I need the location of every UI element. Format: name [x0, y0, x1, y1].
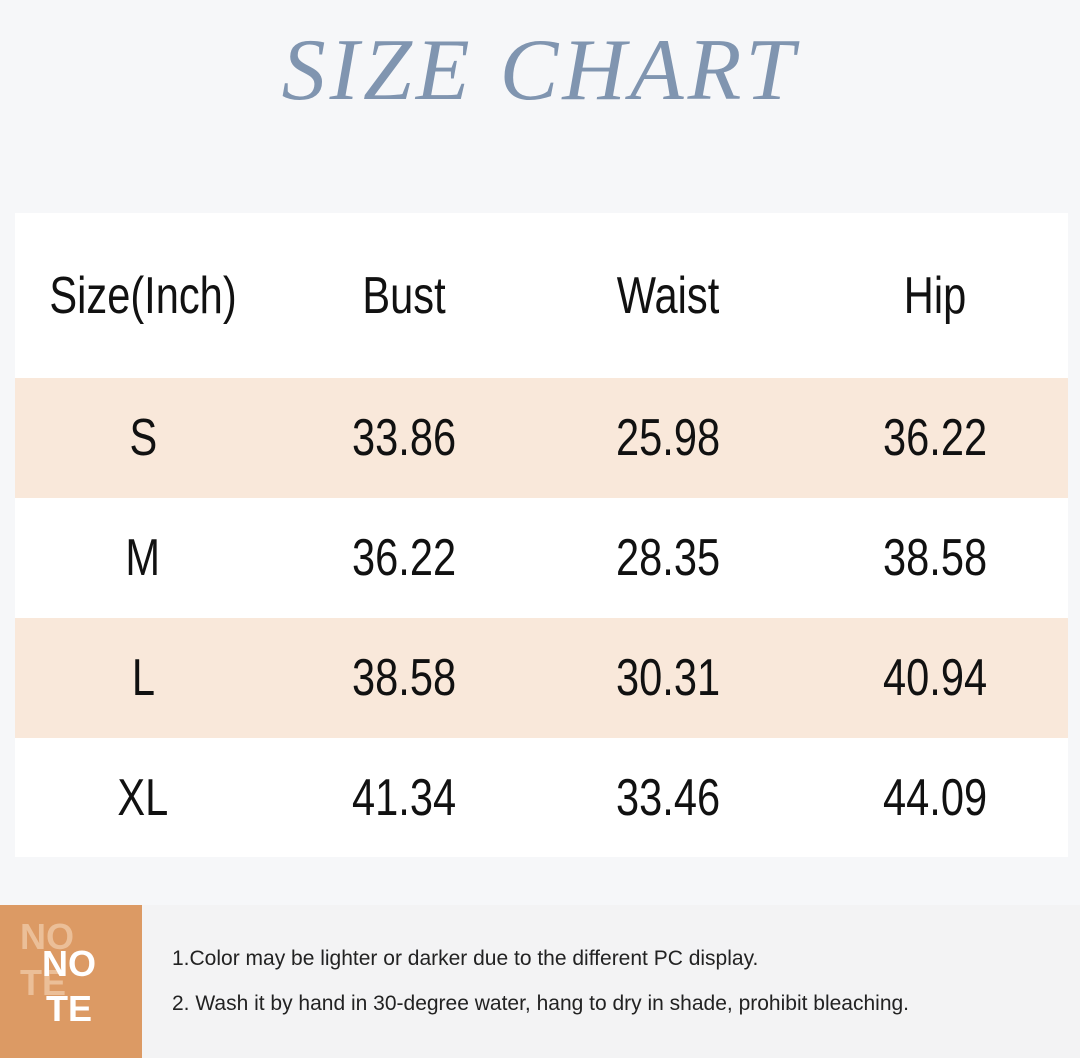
- cell-text: M: [125, 529, 161, 587]
- note-label-shadow: NO: [20, 916, 74, 957]
- cell-text: 38.58: [351, 649, 457, 707]
- table-cell: 33.46: [538, 738, 798, 858]
- cell-text: 36.22: [882, 409, 988, 467]
- table-cell: S: [13, 378, 273, 498]
- table-row: S 33.86 25.98 36.22: [15, 378, 1068, 498]
- table-cell: 30.31: [538, 618, 798, 738]
- cell-text: Waist: [616, 266, 720, 325]
- table-cell: 38.58: [805, 498, 1065, 618]
- cell-text: 33.46: [615, 769, 721, 827]
- cell-text: Bust: [362, 266, 446, 325]
- title: SIZE CHART: [281, 22, 799, 119]
- header-row: Size(Inch) Bust Waist Hip: [15, 213, 1068, 378]
- header-cell: Waist: [538, 213, 798, 378]
- cell-text: 30.31: [615, 649, 721, 707]
- table-cell: XL: [13, 738, 273, 858]
- table-cell: 28.35: [538, 498, 798, 618]
- cell-text: L: [131, 649, 155, 707]
- note-bar: [0, 905, 1080, 1058]
- cell-text: S: [129, 409, 157, 467]
- table-cell: 33.86: [274, 378, 534, 498]
- cell-text: 44.09: [882, 769, 988, 827]
- table-cell: M: [13, 498, 273, 618]
- table-cell: 41.34: [274, 738, 534, 858]
- header-cell: Bust: [274, 213, 534, 378]
- table-cell: L: [13, 618, 273, 738]
- table-cell: 25.98: [538, 378, 798, 498]
- cell-text: XL: [117, 769, 169, 827]
- cell-text: 33.86: [351, 409, 457, 467]
- table-cell: 36.22: [274, 498, 534, 618]
- cell-text: 25.98: [615, 409, 721, 467]
- table-row: M 36.22 28.35 38.58: [15, 498, 1068, 618]
- cell-text: 36.22: [351, 529, 457, 587]
- table-cell: 44.09: [805, 738, 1065, 858]
- note-label-shadow: TE: [20, 962, 67, 1003]
- cell-text: 28.35: [615, 529, 721, 587]
- table-row: L 38.58 30.31 40.94: [15, 618, 1068, 738]
- header-cell: Size(Inch): [13, 213, 273, 378]
- table-cell: 40.94: [805, 618, 1065, 738]
- header-cell: Hip: [805, 213, 1065, 378]
- cell-text: 38.58: [882, 529, 988, 587]
- note-line: 1.Color may be lighter or darker due to …: [172, 947, 759, 970]
- table-row: XL 41.34 33.46 44.09: [15, 738, 1068, 858]
- cell-text: Hip: [903, 266, 967, 325]
- note-label: NO: [42, 943, 96, 984]
- cell-text: 41.34: [351, 769, 457, 827]
- note-label: TE: [46, 988, 93, 1029]
- note-badge: [0, 905, 142, 1058]
- cell-text: Size(Inch): [49, 266, 237, 325]
- table-cell: 36.22: [805, 378, 1065, 498]
- cell-text: 40.94: [882, 649, 988, 707]
- table-cell: 38.58: [274, 618, 534, 738]
- size-table: Size(Inch) Bust Waist Hip S 33.86 25.98 36.22 M 3…: [15, 213, 1068, 857]
- note-line: 2. Wash it by hand in 30-degree water, h…: [172, 992, 910, 1015]
